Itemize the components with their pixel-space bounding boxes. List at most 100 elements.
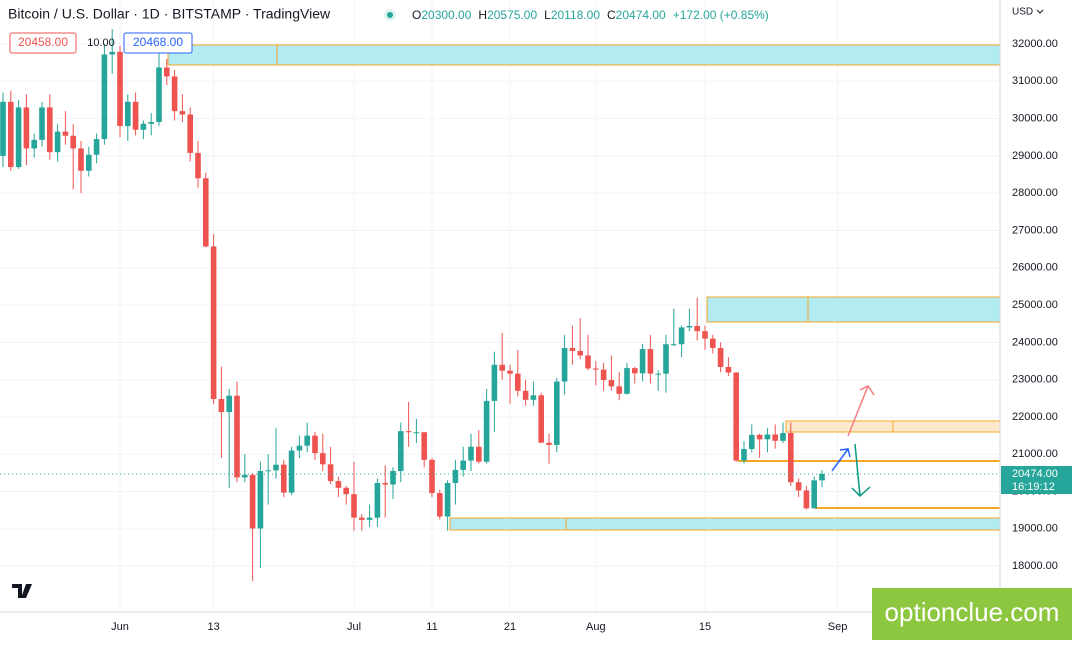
y-tick-label: 30000.00 xyxy=(1012,113,1058,125)
candle-body xyxy=(15,107,22,168)
candle-body xyxy=(320,453,326,465)
candles xyxy=(0,29,825,582)
y-tick-label: 27000.00 xyxy=(1012,224,1058,236)
currency[interactable]: USD xyxy=(1012,7,1033,18)
y-tick-label: 21000.00 xyxy=(1012,448,1058,460)
candle-body xyxy=(171,76,178,112)
tv-logo[interactable] xyxy=(12,584,32,598)
countdown: 16:19:12 xyxy=(1012,481,1055,493)
candle-body xyxy=(476,446,482,462)
candle-body xyxy=(678,327,685,345)
candle-body xyxy=(585,355,591,369)
x-tick-label: Aug xyxy=(586,621,606,633)
candle-body xyxy=(226,395,232,413)
candle-body xyxy=(515,373,521,391)
candle-body xyxy=(31,139,37,149)
ohlc-key: C xyxy=(607,8,616,22)
y-tick-label: 18000.00 xyxy=(1012,560,1058,572)
arrow-down xyxy=(851,443,871,498)
candle-body xyxy=(608,380,615,387)
candle-body xyxy=(624,368,630,394)
candle-body xyxy=(647,349,654,374)
candle-body xyxy=(538,395,544,443)
candle-body xyxy=(242,474,248,478)
y-tick-label: 28000.00 xyxy=(1012,187,1058,199)
y-tick-label: 22000.00 xyxy=(1012,411,1058,423)
candle-body xyxy=(655,373,661,375)
candle-body xyxy=(554,381,560,445)
ohlc: O 20300.00 H 20575.00 L 20118.00 C 20474.00 xyxy=(412,8,666,22)
candle-body xyxy=(756,434,763,440)
candle-body xyxy=(795,482,802,491)
dropdown-icon[interactable] xyxy=(1036,9,1044,14)
candle-body xyxy=(257,471,264,529)
candle-body xyxy=(0,101,6,156)
candle-body xyxy=(803,490,810,509)
candle-body xyxy=(710,338,716,348)
candle-body xyxy=(281,464,287,493)
candle-body xyxy=(733,372,739,461)
candle-body xyxy=(741,449,747,461)
candle-body xyxy=(125,101,131,127)
candle-body xyxy=(507,370,513,374)
candle-body xyxy=(101,54,108,140)
candle-body xyxy=(772,434,778,441)
candle-body xyxy=(499,364,505,371)
watermark-bg xyxy=(872,588,1072,640)
x-tick-label: 11 xyxy=(426,621,437,633)
candle-body xyxy=(593,368,599,370)
candle-body xyxy=(327,464,334,482)
candle-body xyxy=(429,459,435,494)
ohlc-value: 20575.00 xyxy=(487,8,537,22)
candle-body xyxy=(343,487,349,495)
candle-body xyxy=(359,517,365,520)
price-axis xyxy=(1000,0,1072,612)
candle-body xyxy=(86,154,92,171)
arrow-up xyxy=(847,385,875,437)
candle-body xyxy=(140,123,147,130)
ohlc-value: 20300.00 xyxy=(421,8,471,22)
candle-body xyxy=(265,470,271,472)
candle-body xyxy=(249,474,256,529)
candle-body xyxy=(47,107,53,153)
candle-body xyxy=(671,344,677,346)
candle-body xyxy=(366,517,373,520)
ohlc-value: 20118.00 xyxy=(551,8,600,22)
candle-body xyxy=(8,101,14,168)
x-tick-label: 15 xyxy=(699,621,711,633)
ohlc-key: H xyxy=(478,8,487,22)
drawings xyxy=(167,44,1001,531)
candle-body xyxy=(749,434,755,450)
candle-body xyxy=(390,471,396,485)
candle-body xyxy=(156,67,162,122)
candle-body xyxy=(304,435,310,446)
candle-body xyxy=(93,139,100,155)
ask[interactable]: 20468.00 xyxy=(133,35,183,49)
bid-box[interactable] xyxy=(9,32,77,54)
candle-body xyxy=(382,482,388,485)
candle-body xyxy=(335,481,342,488)
x-tick-label: Jul xyxy=(347,621,361,633)
candle-body xyxy=(491,364,498,401)
candle-body xyxy=(54,131,61,153)
candle-body xyxy=(273,464,279,471)
bid[interactable]: 20458.00 xyxy=(18,35,68,49)
x-tick-label: 13 xyxy=(207,621,219,633)
candle-body xyxy=(23,107,30,149)
candle-body xyxy=(819,473,825,481)
y-tick-label: 29000.00 xyxy=(1012,150,1058,162)
change: +172.00 (+0.85%) xyxy=(673,8,769,22)
candle-body xyxy=(444,482,451,517)
candle-body xyxy=(452,469,459,483)
ask-box[interactable] xyxy=(123,32,193,54)
x-tick-label: Sep xyxy=(828,621,848,633)
candle-body xyxy=(203,178,209,247)
ohlc-key: L xyxy=(544,8,551,22)
y-tick-label: 24000.00 xyxy=(1012,336,1058,348)
candle-body xyxy=(616,386,622,394)
y-tick-label: 32000.00 xyxy=(1012,38,1058,50)
candle-body xyxy=(109,51,115,55)
candle-body xyxy=(569,347,576,351)
candle-body xyxy=(686,325,693,328)
